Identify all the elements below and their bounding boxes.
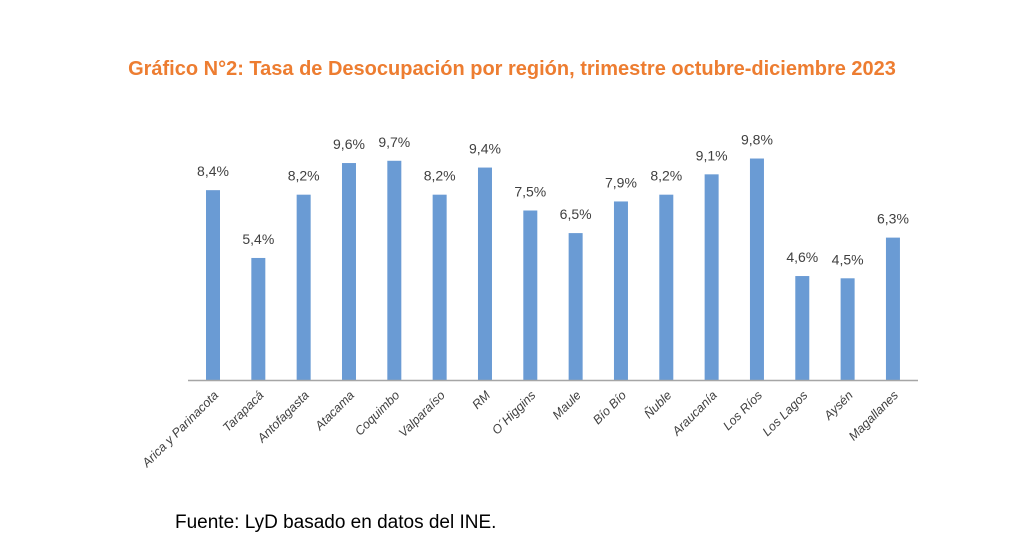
chart-title: Gráfico N°2: Tasa de Desocupación por re… <box>128 58 896 80</box>
category-label: Araucanía <box>669 388 720 439</box>
category-label: Los Lagos <box>760 388 811 439</box>
data-label: 8,2% <box>424 168 456 184</box>
source-note: Fuente: LyD basado en datos del INE. <box>175 512 497 533</box>
category-label: Ñuble <box>641 388 674 421</box>
category-label: RM <box>469 388 493 412</box>
category-label: Atacama <box>312 388 358 434</box>
category-label: Aysén <box>821 388 856 423</box>
data-label: 8,2% <box>650 168 682 184</box>
bar <box>795 276 810 380</box>
bar <box>568 233 583 380</box>
data-label: 4,6% <box>786 249 818 265</box>
bar <box>477 167 492 380</box>
data-label: 8,2% <box>288 168 320 184</box>
bar <box>432 194 447 380</box>
bar <box>296 194 311 380</box>
data-label: 4,5% <box>832 251 864 267</box>
data-label: 9,7% <box>378 134 410 150</box>
data-label: 6,5% <box>560 206 592 222</box>
data-label: 9,4% <box>469 141 501 157</box>
category-label: Arica y Parinacota <box>139 388 221 470</box>
category-label: Bío Bío <box>590 388 629 427</box>
category-label: O´Higgins <box>489 388 538 437</box>
category-label: Magallanes <box>846 388 901 443</box>
bar <box>885 237 900 380</box>
bar <box>341 163 356 380</box>
bar <box>387 160 402 380</box>
bar <box>523 210 538 380</box>
data-label: 7,5% <box>514 184 546 200</box>
category-label: Coquimbo <box>352 388 402 438</box>
bar <box>613 201 628 380</box>
category-label: Maule <box>550 388 584 422</box>
bar <box>206 190 220 380</box>
data-label: 9,8% <box>741 132 773 148</box>
data-label: 9,6% <box>333 136 365 152</box>
category-label: Tarapacá <box>220 388 266 434</box>
category-label: Los Ríos <box>720 388 765 433</box>
data-label: 5,4% <box>242 231 274 247</box>
bar <box>251 257 266 380</box>
data-label: 6,3% <box>877 211 909 227</box>
data-label: 7,9% <box>605 174 637 190</box>
bar <box>659 194 674 380</box>
category-label: Valparaíso <box>396 388 448 440</box>
data-label: 8,4% <box>197 163 229 179</box>
bar <box>840 278 855 380</box>
bar <box>749 158 764 380</box>
bar <box>704 174 719 380</box>
data-label: 9,1% <box>696 147 728 163</box>
